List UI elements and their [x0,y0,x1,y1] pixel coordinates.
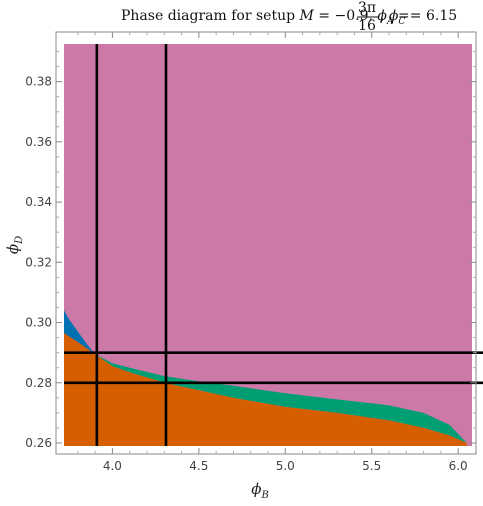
phase-lines [64,44,483,446]
title-fraction-numerator: 3π [358,0,376,16]
y-tick-label: 0.32 [25,255,52,269]
chart-title-tail: , ϕC = 6.15 [380,8,457,27]
y-tick-label: 0.38 [25,75,52,89]
x-tick-label: 4.0 [103,459,122,473]
y-tick-label: 0.34 [25,195,52,209]
axes: 4.0 4.5 5.0 5.5 6.0 0.26 0.28 0.30 0.32 0.34 0.36 0… [25,31,477,473]
y-tick-label: 0.28 [25,376,52,390]
plot-frame [55,31,477,455]
y-tick-label: 0.30 [25,316,52,330]
region-green [95,354,467,443]
y-tick-label: 0.26 [25,436,52,450]
y-axis-label: ϕD [4,236,25,254]
title-fraction-denominator: 16 [358,18,376,34]
x-axis-label: ϕB [251,480,269,501]
x-tick-label: 5.0 [276,459,295,473]
x-tick-label: 6.0 [449,459,468,473]
plot-area [64,44,472,446]
y-tick-label: 0.36 [25,135,52,149]
x-tick-label: 5.5 [362,459,381,473]
region-blue [64,310,96,355]
chart-title: Phase diagram for setup M = −0.9, ϕA = [121,8,410,27]
x-tick-label: 4.5 [189,459,208,473]
